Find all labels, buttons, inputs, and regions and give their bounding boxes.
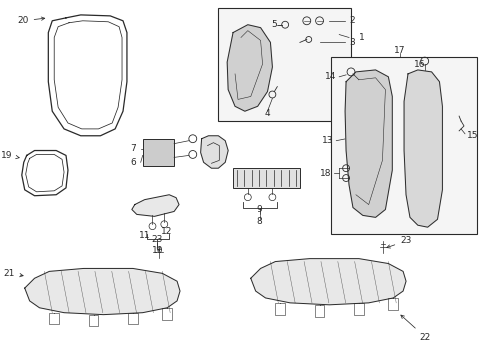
Text: 10: 10 xyxy=(151,246,163,255)
Polygon shape xyxy=(132,195,179,216)
Text: 19: 19 xyxy=(1,151,19,160)
Text: 15: 15 xyxy=(466,131,477,140)
Text: 1: 1 xyxy=(358,33,364,42)
Text: 12: 12 xyxy=(160,226,172,235)
Polygon shape xyxy=(403,70,442,227)
Text: 4: 4 xyxy=(264,109,270,118)
Text: 17: 17 xyxy=(394,46,405,55)
Text: 5: 5 xyxy=(271,20,277,29)
Text: 14: 14 xyxy=(324,72,336,81)
Text: 2: 2 xyxy=(348,16,354,25)
Text: 6: 6 xyxy=(130,158,136,167)
Text: 7: 7 xyxy=(130,144,136,153)
Text: 8: 8 xyxy=(256,217,262,226)
Text: 11: 11 xyxy=(139,230,150,239)
Text: 23: 23 xyxy=(386,237,411,248)
Text: 13: 13 xyxy=(321,136,333,145)
Text: 16: 16 xyxy=(413,59,425,68)
Polygon shape xyxy=(25,269,180,315)
Polygon shape xyxy=(250,258,405,305)
Polygon shape xyxy=(227,25,272,111)
Text: 9: 9 xyxy=(256,205,262,214)
Bar xyxy=(142,139,174,166)
Text: 23: 23 xyxy=(151,235,163,251)
Polygon shape xyxy=(345,70,391,217)
Text: 20: 20 xyxy=(17,16,44,25)
Text: 18: 18 xyxy=(319,168,331,177)
Bar xyxy=(218,8,350,121)
Bar xyxy=(233,168,299,188)
Text: 3: 3 xyxy=(348,38,354,47)
Bar xyxy=(331,57,476,234)
Text: 22: 22 xyxy=(400,315,430,342)
Text: 21: 21 xyxy=(3,269,23,278)
Polygon shape xyxy=(200,136,228,168)
